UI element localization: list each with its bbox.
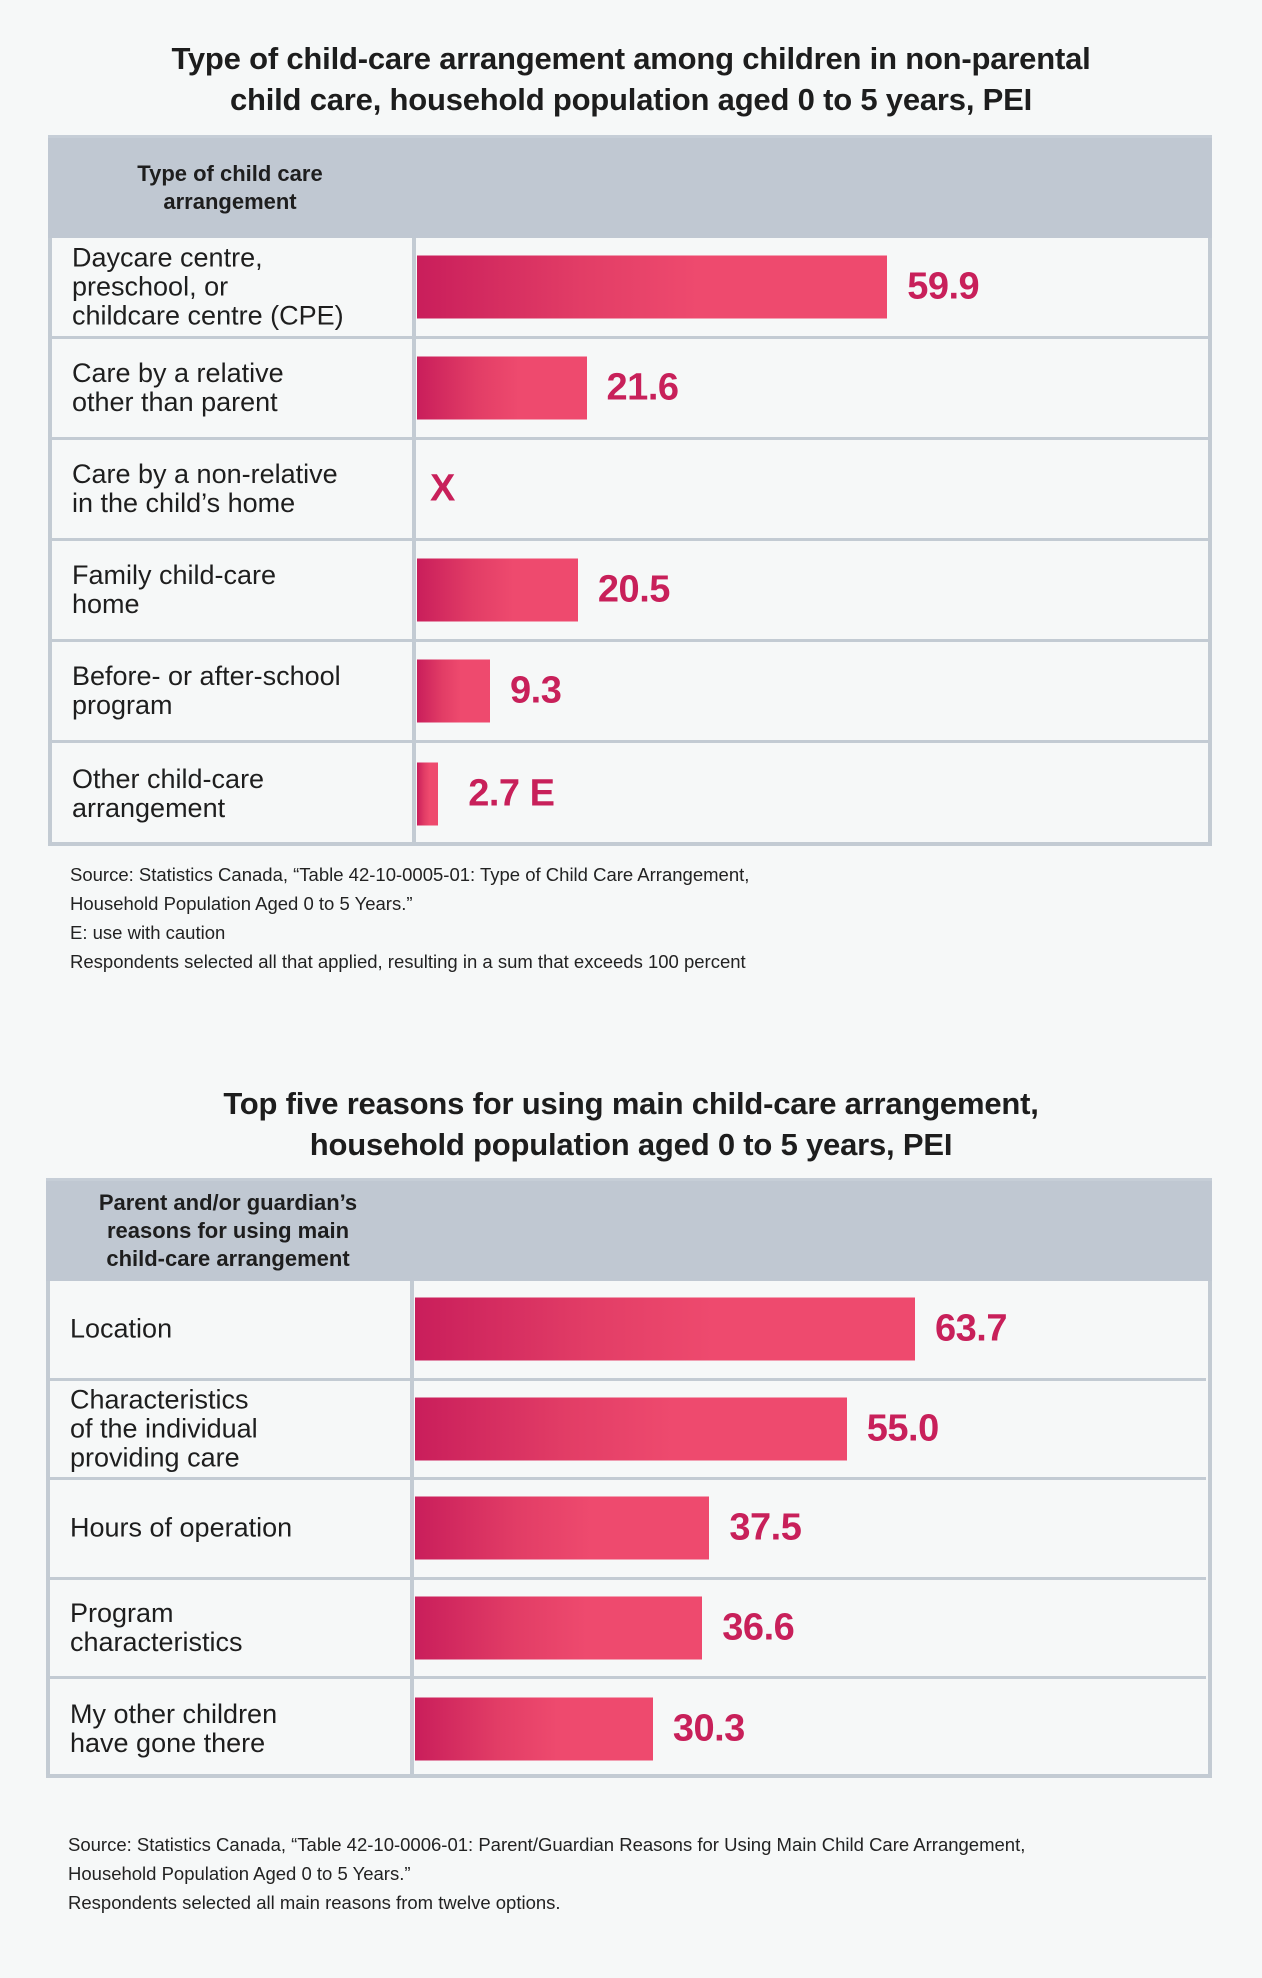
source-note-line: E: use with caution	[70, 922, 226, 943]
column-divider	[410, 1281, 414, 1774]
value-label: 63.7	[935, 1307, 1007, 1350]
header-line: Parent and/or guardian’s	[98, 1190, 358, 1215]
source-note-line: Source: Statistics Canada, “Table 42-10-…	[68, 1834, 1026, 1855]
table-row: Care by a relative other than parent 21.6	[52, 339, 1208, 440]
table-row: Before- or after-school program 9.3	[52, 642, 1208, 743]
category-label-line: childcare centre (CPE)	[72, 300, 344, 331]
category-label: My other children have gone there	[70, 1698, 400, 1758]
chart-1-column-header-label: Type of child care arrangement	[48, 160, 412, 216]
chart-2-title: Top five reasons for using main child-ca…	[0, 1083, 1262, 1165]
chart-1-title-line-1: Type of child-care arrangement among chi…	[171, 41, 1091, 76]
category-label-line: arrangement	[72, 792, 226, 823]
category-label-line: home	[72, 589, 140, 619]
source-note-line: Respondents selected all main reasons fr…	[68, 1892, 561, 1913]
table-row: Family child-care home 20.5	[52, 541, 1208, 642]
category-label: Location	[70, 1313, 400, 1344]
category-label-line: providing care	[70, 1442, 240, 1473]
value-label: 30.3	[672, 1707, 745, 1750]
table-row: Program characteristics 36.6	[50, 1580, 1206, 1679]
category-label-line: of the individual	[70, 1413, 258, 1444]
category-label-line: have gone there	[70, 1727, 266, 1758]
chart-1-title-line-2: child care, household population aged 0 …	[229, 82, 1033, 117]
source-note-line: Respondents selected all that applied, r…	[70, 951, 746, 972]
category-label: Daycare centre, preschool, or childcare ce…	[72, 242, 402, 331]
table-row: Other child-care arrangement 2.7 E	[52, 743, 1208, 844]
category-label-line: program	[72, 690, 173, 720]
value-label: 21.6	[606, 366, 679, 409]
chart-1-column-header: Type of child care arrangement	[48, 135, 1212, 238]
category-label: Program characteristics	[70, 1597, 400, 1657]
value-label: X	[430, 467, 455, 510]
bar	[417, 356, 587, 420]
table-row: My other children have gone there 30.3	[50, 1679, 1206, 1779]
bar	[417, 255, 888, 319]
bar	[417, 558, 578, 622]
chart-1-source-notes: Source: Statistics Canada, “Table 42-10-…	[70, 860, 749, 976]
value-label: 20.5	[597, 568, 670, 611]
category-label-line: other than parent	[72, 387, 278, 417]
category-label-line: Location	[70, 1313, 173, 1344]
category-label: Other child-care arrangement	[72, 763, 402, 823]
bar	[415, 1496, 710, 1560]
header-line: arrangement	[163, 189, 297, 214]
table-row: Care by a non-relative in the child’s hom…	[52, 440, 1208, 541]
table-row: Characteristics of the individual providin…	[50, 1381, 1206, 1480]
bar	[415, 1596, 703, 1660]
category-label: Care by a non-relative in the child’s hom…	[72, 460, 402, 518]
category-label-line: Program	[70, 1597, 174, 1628]
category-label: Characteristics of the individual providin…	[70, 1385, 400, 1472]
source-note-line: Source: Statistics Canada, “Table 42-10-…	[70, 864, 750, 885]
table-row: Hours of operation 37.5	[50, 1480, 1206, 1580]
bar	[417, 762, 439, 825]
category-label-line: Other child-care	[72, 763, 265, 794]
category-label-line: Care by a relative	[72, 358, 284, 388]
source-note-line: Household Population Aged 0 to 5 Years.”	[70, 893, 413, 914]
category-label: Family child-care home	[72, 561, 402, 619]
category-label: Care by a relative other than parent	[72, 359, 402, 417]
category-label-line: in the child’s home	[72, 488, 296, 518]
category-label: Hours of operation	[70, 1512, 400, 1543]
category-label-line: Before- or after-school	[72, 661, 341, 691]
chart-2-title-line-1: Top five reasons for using main child-ca…	[223, 1086, 1039, 1121]
value-label: 37.5	[729, 1506, 802, 1549]
value-label: 2.7 E	[468, 772, 555, 814]
header-line: Type of child care	[137, 161, 323, 186]
value-label: 55.0	[866, 1407, 939, 1450]
source-note-line: Household Population Aged 0 to 5 Years.”	[68, 1863, 411, 1884]
category-label-line: Hours of operation	[70, 1512, 293, 1543]
category-label-line: My other children	[70, 1698, 278, 1729]
value-label: 36.6	[722, 1606, 795, 1649]
category-label-line: Family child-care	[72, 560, 277, 590]
header-line: reasons for using main	[106, 1218, 350, 1243]
chart-2-source-notes: Source: Statistics Canada, “Table 42-10-…	[68, 1830, 1025, 1917]
table-row: Location 63.7	[50, 1281, 1206, 1381]
category-label: Before- or after-school program	[72, 662, 402, 720]
category-label-line: preschool, or	[72, 271, 229, 302]
category-label-line: characteristics	[70, 1626, 243, 1657]
chart-2-column-header: Parent and/or guardian’s reasons for usi…	[46, 1178, 1212, 1281]
bar	[415, 1397, 847, 1461]
table-row: Daycare centre, preschool, or childcare ce…	[52, 238, 1208, 339]
chart-2-rows: Location 63.7 Characteristics of the indivi…	[46, 1281, 1212, 1778]
chart-1-rows: Daycare centre, preschool, or childcare ce…	[48, 238, 1212, 846]
bar	[415, 1697, 653, 1761]
bar	[415, 1297, 916, 1361]
bar	[417, 659, 490, 723]
category-label-line: Care by a non-relative	[72, 459, 338, 489]
value-label: 59.9	[907, 265, 980, 308]
chart-2-title-line-2: household population aged 0 to 5 years, …	[309, 1127, 953, 1162]
chart-1-title: Type of child-care arrangement among chi…	[0, 38, 1262, 120]
category-label-line: Characteristics	[70, 1384, 249, 1415]
value-label: 9.3	[510, 669, 562, 712]
header-line: child-care arrangement	[106, 1246, 350, 1271]
category-label-line: Daycare centre,	[72, 242, 263, 273]
chart-2-column-header-label: Parent and/or guardian’s reasons for usi…	[46, 1189, 410, 1273]
